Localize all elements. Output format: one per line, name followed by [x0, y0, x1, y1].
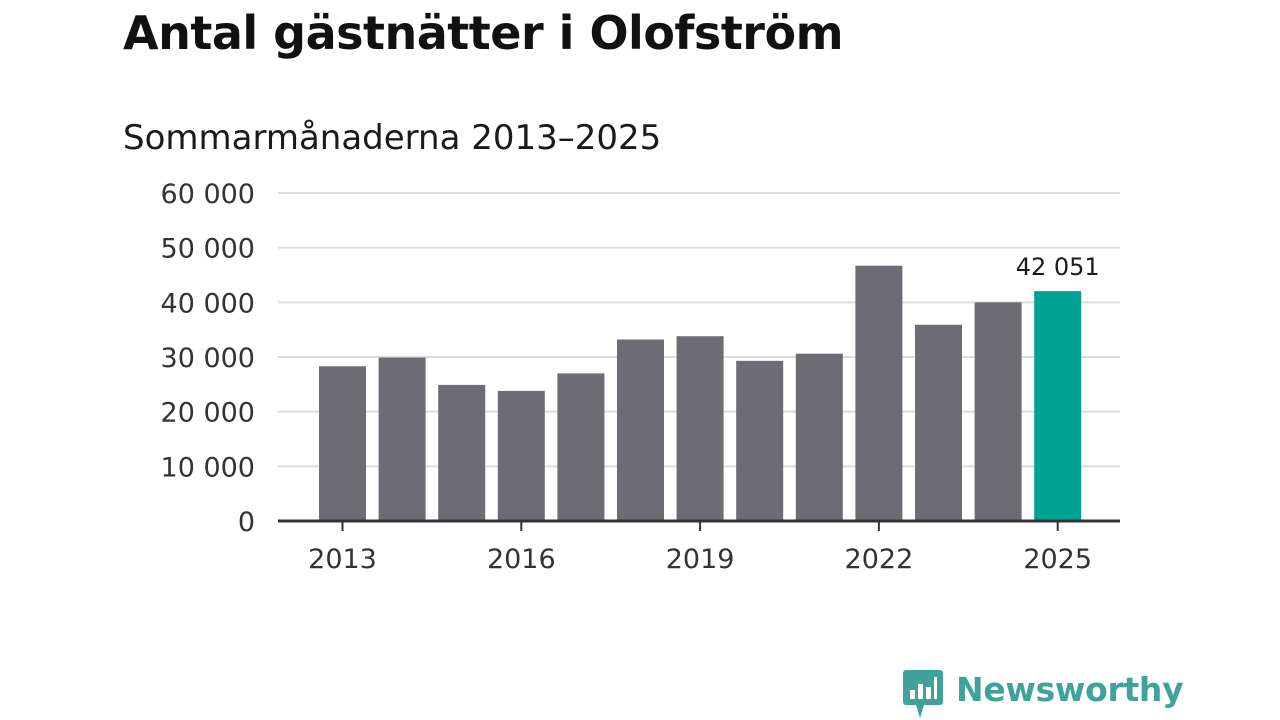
bar-highlight: [1034, 291, 1082, 521]
x-tick-label: 2013: [308, 544, 377, 575]
bar: [497, 390, 545, 521]
bar: [795, 353, 843, 521]
y-tick-label: 60 000: [161, 179, 255, 210]
bar: [974, 302, 1022, 521]
bar: [438, 384, 486, 521]
x-tick-label: 2019: [666, 544, 735, 575]
y-tick-label: 40 000: [161, 288, 255, 319]
y-tick-label: 10 000: [161, 452, 255, 483]
chart-title: Antal gästnätter i Olofström: [123, 6, 844, 60]
y-tick-label: 0: [238, 507, 255, 538]
bar: [557, 373, 605, 521]
x-tick-label: 2022: [845, 544, 914, 575]
bar: [319, 366, 366, 521]
x-tick-label: 2025: [1023, 544, 1092, 575]
bar: [378, 357, 426, 521]
bar: [617, 339, 664, 521]
bar: [676, 336, 724, 521]
y-tick-label: 50 000: [161, 234, 255, 265]
bar: [736, 360, 784, 521]
y-tick-label: 20 000: [161, 398, 255, 429]
newsworthy-logo-icon: [903, 670, 943, 718]
x-tick-label: 2016: [487, 544, 556, 575]
y-tick-label: 30 000: [161, 343, 255, 374]
chart-subtitle: Sommarmånaderna 2013–2025: [123, 118, 662, 158]
bar: [855, 265, 903, 521]
newsworthy-logo-text: Newsworthy: [956, 670, 1184, 709]
data-label: 42 051: [1016, 253, 1100, 281]
bar: [915, 324, 962, 521]
newsworthy-logo: Newsworthy: [902, 668, 1184, 720]
